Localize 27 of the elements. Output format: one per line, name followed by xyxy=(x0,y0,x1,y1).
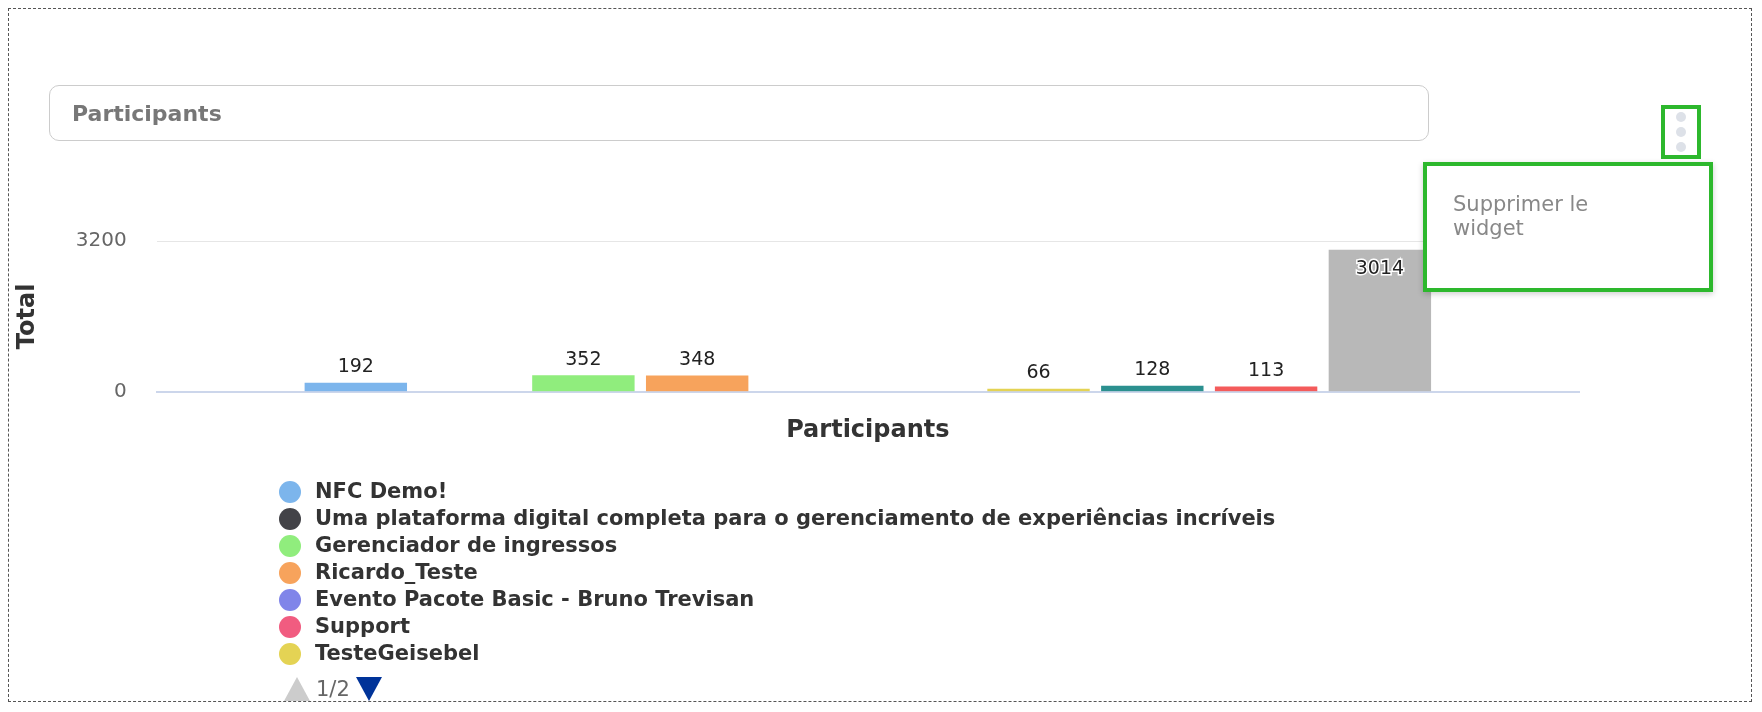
data-label: 3014 xyxy=(1355,256,1405,279)
x-axis-title: Participants xyxy=(786,414,950,443)
data-label: 128 xyxy=(1134,357,1171,380)
legend-label: NFC Demo! xyxy=(315,478,448,505)
y-axis-title: Total xyxy=(11,283,40,350)
legend-label: Gerenciador de ingressos xyxy=(315,532,618,559)
bar xyxy=(532,375,635,392)
legend-label: Uma plataforma digital completa para o gerenciamento de experiências incríveis xyxy=(315,505,1276,532)
bar xyxy=(1328,249,1432,392)
legend-label: Ricardo_Teste xyxy=(315,559,478,586)
y-tick-label: 3200 xyxy=(75,227,127,252)
text: 1/2 xyxy=(316,677,350,701)
bar xyxy=(1214,386,1318,392)
y-tick-label: 0 xyxy=(113,378,127,402)
legend-label: Evento Pacote Basic - Bruno Trevisan xyxy=(315,586,755,613)
legend-label: Support xyxy=(315,613,410,640)
data-label: 192 xyxy=(337,354,374,377)
data-label: 348 xyxy=(679,346,716,369)
legend-label: TesteGeisebel xyxy=(315,640,480,667)
data-label: 352 xyxy=(565,346,602,369)
chart-title: Participants xyxy=(49,85,1429,141)
text: Supprimer le widget xyxy=(1423,162,1713,292)
data-label: 113 xyxy=(1247,357,1285,380)
bar xyxy=(645,375,749,392)
bar xyxy=(1101,385,1204,392)
bar xyxy=(304,382,408,392)
data-label: 66 xyxy=(1026,360,1051,383)
